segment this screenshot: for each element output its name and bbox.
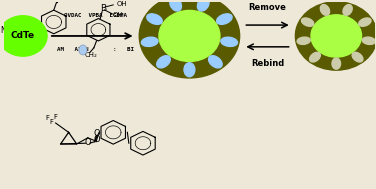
Circle shape	[296, 2, 376, 70]
Text: OH: OH	[112, 12, 123, 18]
Ellipse shape	[297, 37, 310, 44]
Ellipse shape	[332, 58, 341, 69]
Text: Rebind: Rebind	[251, 59, 284, 68]
Ellipse shape	[362, 37, 375, 44]
Text: F: F	[49, 119, 53, 125]
Ellipse shape	[320, 5, 330, 15]
Ellipse shape	[79, 45, 87, 55]
Circle shape	[311, 15, 362, 57]
Ellipse shape	[141, 37, 158, 46]
Text: B: B	[100, 4, 106, 13]
Text: OVDAC  VPBA  EGDMA: OVDAC VPBA EGDMA	[64, 13, 127, 18]
Ellipse shape	[157, 56, 170, 68]
Text: O: O	[94, 129, 100, 138]
Text: OH: OH	[116, 1, 127, 7]
Ellipse shape	[221, 37, 238, 46]
Circle shape	[159, 10, 220, 61]
Ellipse shape	[197, 0, 209, 11]
Ellipse shape	[343, 5, 352, 15]
Ellipse shape	[309, 52, 320, 62]
Ellipse shape	[359, 18, 371, 26]
Ellipse shape	[147, 14, 162, 24]
Ellipse shape	[352, 52, 363, 62]
Text: CdTe: CdTe	[11, 31, 35, 40]
Circle shape	[139, 0, 240, 78]
Text: O: O	[93, 135, 100, 144]
Ellipse shape	[170, 0, 182, 11]
Text: F: F	[54, 114, 58, 120]
Ellipse shape	[217, 14, 232, 24]
Ellipse shape	[184, 63, 195, 77]
Ellipse shape	[209, 56, 222, 68]
Text: CH₂: CH₂	[85, 52, 97, 58]
Ellipse shape	[302, 18, 314, 26]
Text: O: O	[84, 138, 91, 147]
Text: N: N	[1, 26, 6, 35]
Text: F: F	[45, 115, 49, 121]
Circle shape	[0, 16, 47, 56]
Text: AM   AIBN       :   BI: AM AIBN : BI	[58, 47, 135, 52]
Text: Remove: Remove	[249, 3, 287, 12]
